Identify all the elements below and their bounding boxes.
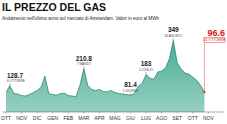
x-tick-label: NOV: [16, 115, 28, 121]
plot-area: [6, 40, 204, 112]
x-tick-label: GIU: [126, 115, 135, 121]
annotation-label: 24 OTTOBRE: [203, 38, 226, 42]
data-label: 96.6: [207, 28, 225, 38]
x-tick: [114, 112, 115, 114]
title: IL PREZZO DEL GAS: [2, 1, 106, 13]
x-axis: [2, 112, 224, 113]
x-tick-label: SET: [172, 115, 182, 121]
leader-line: [130, 93, 131, 96]
x-tick-label: AGO: [156, 115, 167, 121]
leader-line: [9, 83, 10, 86]
data-label: 349: [168, 26, 179, 33]
annotation-label: 6 OTTOBRE: [7, 79, 25, 83]
leader-line: [83, 66, 84, 69]
x-tick: [130, 112, 131, 114]
subtitle: Andamento nell'ultimo anno sul mercato d…: [2, 16, 159, 21]
x-tick: [68, 112, 69, 114]
x-tick: [83, 112, 84, 114]
x-tick: [146, 112, 147, 114]
x-tick-label: APR: [94, 115, 105, 121]
x-tick: [177, 112, 178, 114]
x-tick: [161, 112, 162, 114]
x-tick: [99, 112, 100, 114]
data-label: 183: [141, 60, 152, 67]
x-tick-label: OTT: [188, 115, 198, 121]
line: [6, 40, 204, 96]
chart: IL PREZZO DEL GAS Andamento nell'ultimo a…: [0, 0, 227, 124]
leader-line: [173, 38, 174, 41]
annotation-label: 1 LUGLIO: [139, 68, 154, 72]
x-tick: [21, 112, 22, 114]
data-label: 81.4: [124, 81, 137, 88]
area: [6, 40, 204, 112]
leader-line: [204, 43, 205, 93]
x-tick: [192, 112, 193, 114]
x-tick: [208, 112, 209, 114]
x-tick-label: GEN: [47, 115, 58, 121]
annotation-label: 1 GIUGNO: [123, 89, 139, 93]
leader-line: [146, 72, 147, 75]
x-tick-label: MAG: [109, 115, 121, 121]
x-tick: [52, 112, 53, 114]
x-tick-label: NOV: [203, 115, 215, 121]
x-tick-label: DIC: [33, 115, 42, 121]
data-label: 210.8: [76, 55, 93, 62]
x-tick-label: MAR: [78, 115, 90, 121]
data-label: 128.7: [7, 72, 24, 79]
x-tick: [6, 112, 7, 114]
annotation-label: 26 AGOSTO: [164, 34, 182, 38]
x-tick-label: LUG: [141, 115, 151, 121]
x-tick-label: FEB: [63, 115, 73, 121]
annotation-label: 7 MARZO: [77, 62, 92, 66]
point: [203, 91, 205, 93]
x-tick-label: OTT: [1, 115, 11, 121]
x-tick: [37, 112, 38, 114]
